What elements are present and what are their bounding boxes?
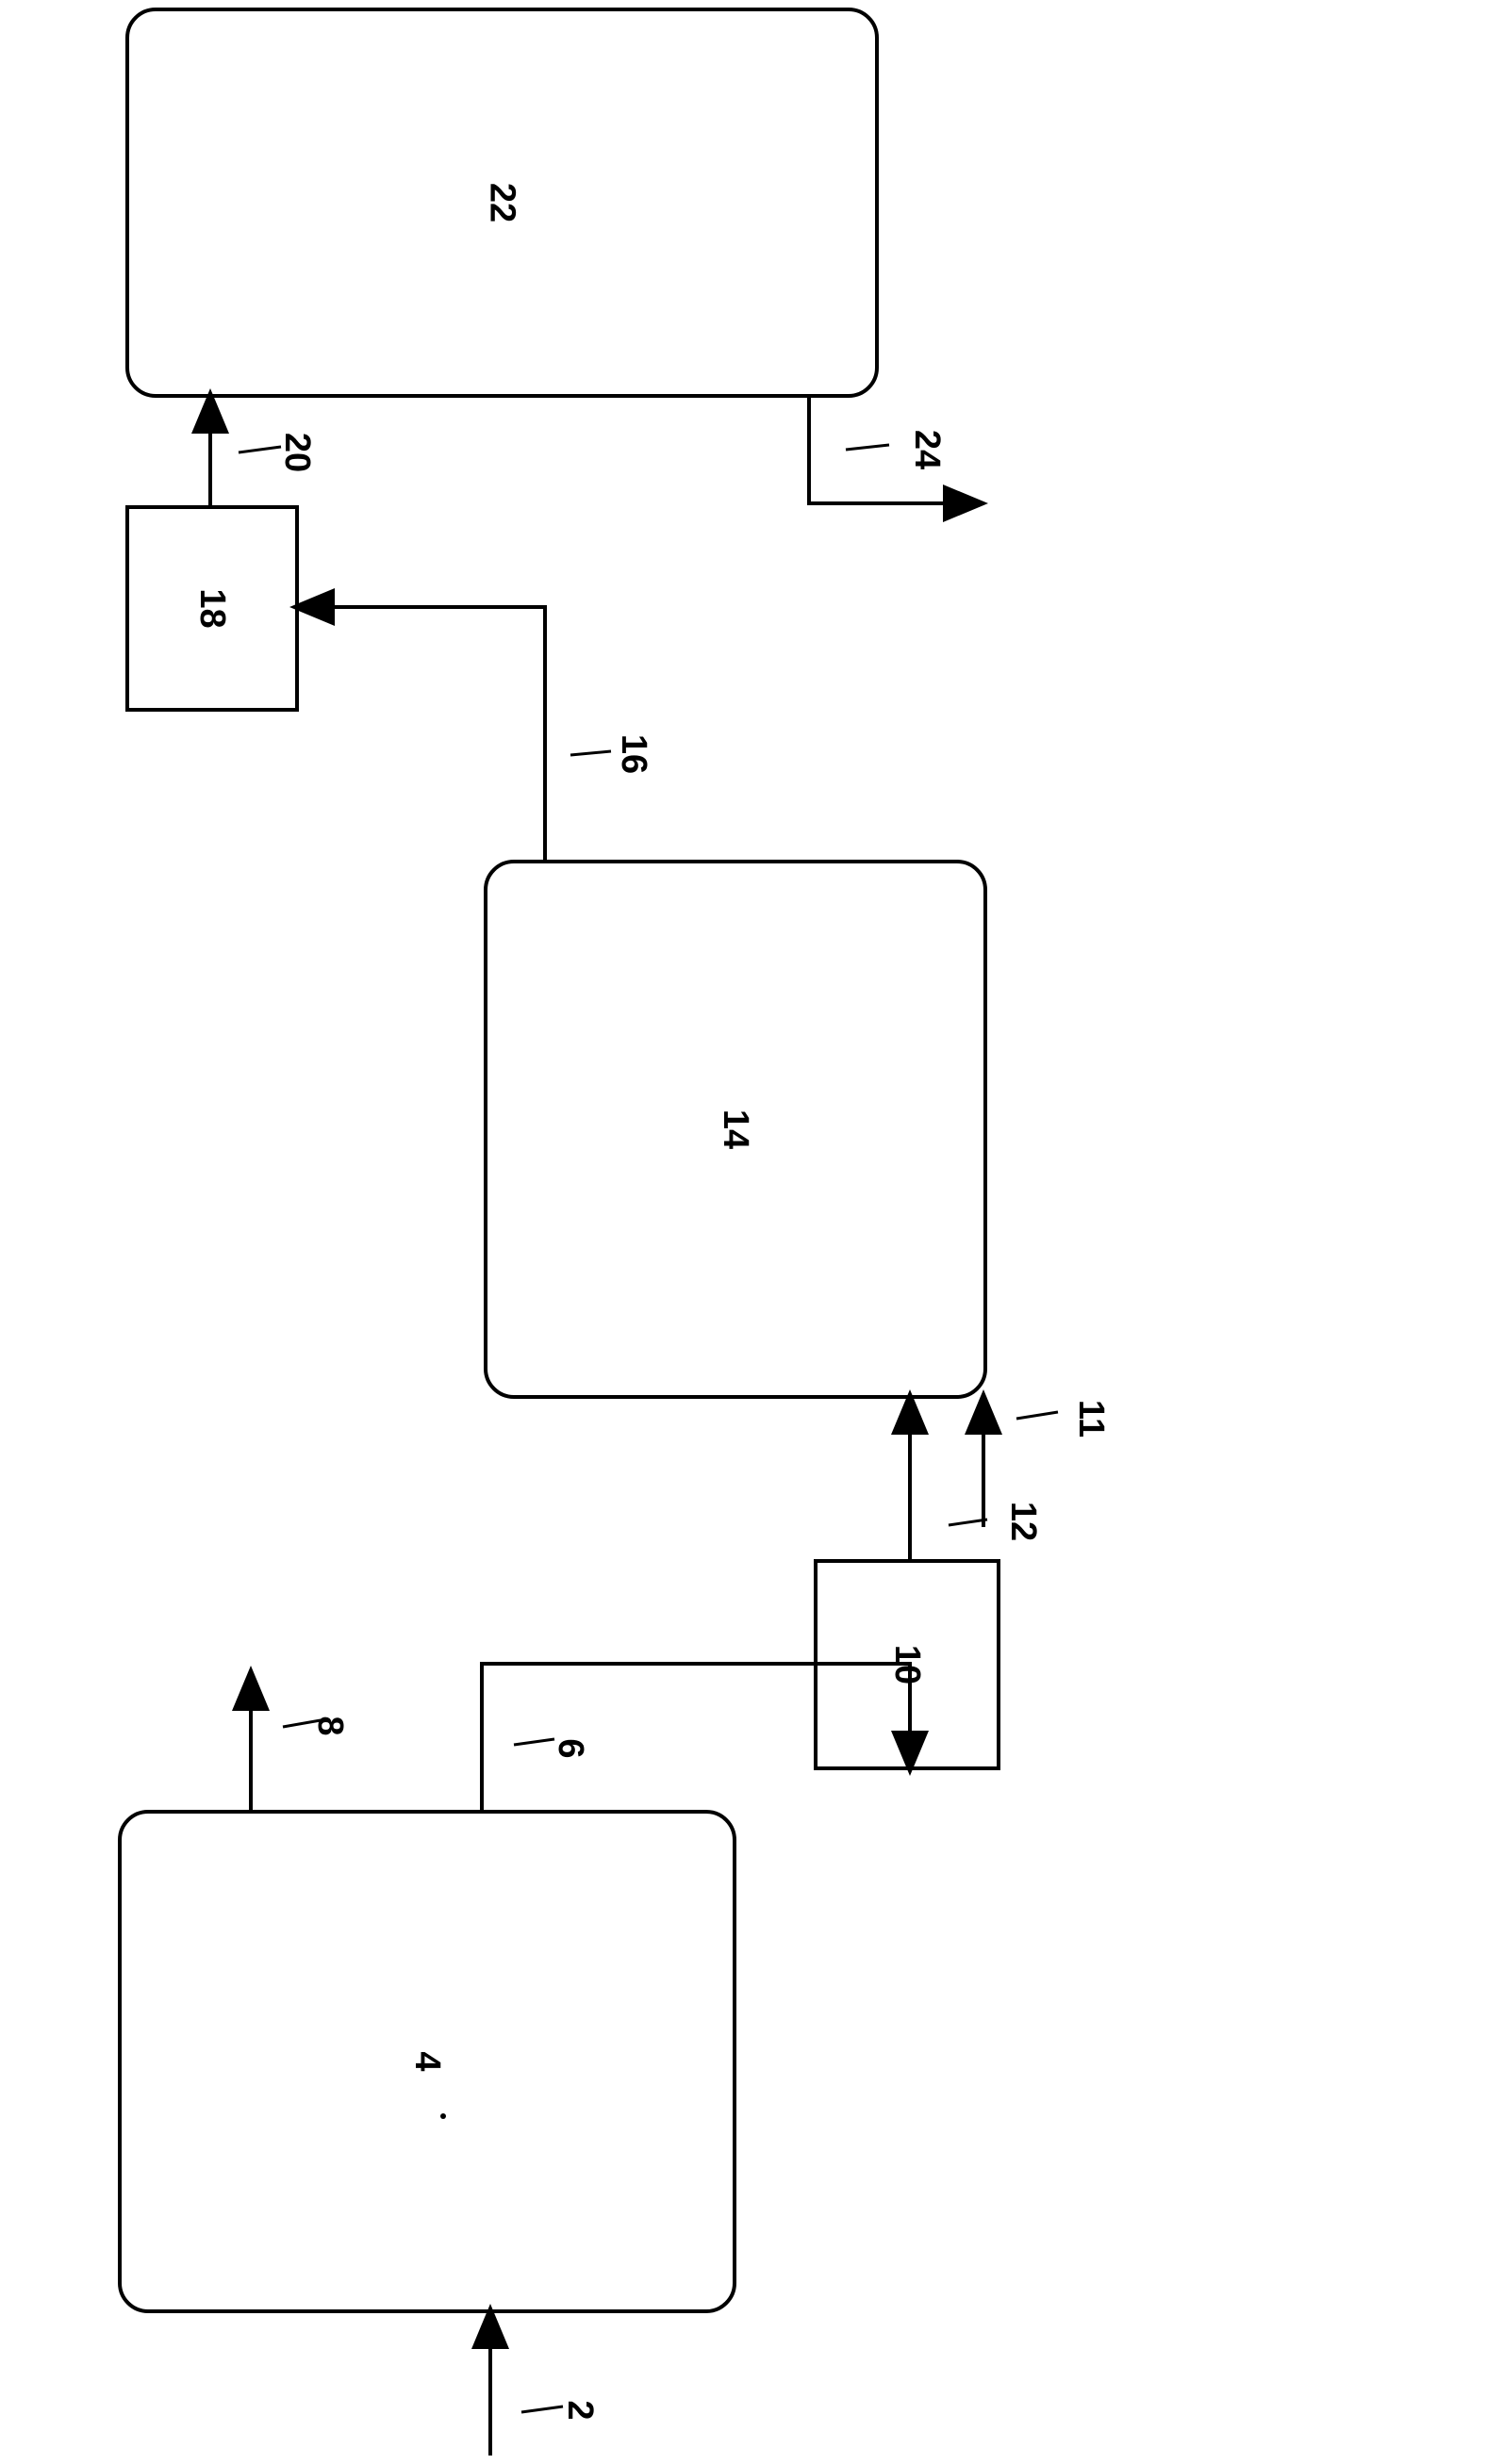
block-label-block14: 14: [716, 1109, 755, 1149]
tick-arrow6: [514, 1739, 554, 1745]
tick-arrow20: [239, 447, 281, 452]
arrow-label-arrow20: 20: [277, 433, 317, 472]
block-label-block22: 22: [483, 183, 522, 222]
tick-arrow11: [1016, 1412, 1058, 1419]
block-label-block4: 4: [407, 2051, 447, 2071]
tick-arrow12: [949, 1519, 987, 1525]
arrow-label-arrow8: 8: [310, 1716, 350, 1735]
arrow-arrow24: [809, 396, 981, 503]
tick-arrow16: [570, 751, 611, 755]
arrow-label-arrow12: 12: [1003, 1502, 1043, 1541]
arrow-label-arrow16: 16: [614, 734, 653, 774]
tick-arrow2: [521, 2407, 563, 2412]
arrow-label-arrow11: 11: [1071, 1400, 1111, 1437]
tick-arrow24: [846, 445, 889, 450]
diagram-canvas: 4101418222861211162024: [0, 0, 1503, 2464]
arrow-label-arrow2: 2: [560, 2400, 600, 2420]
block-label-block18: 18: [192, 588, 232, 628]
decorative-dot: [440, 2113, 446, 2119]
arrow-arrow16: [297, 607, 545, 862]
arrow-label-arrow24: 24: [907, 430, 947, 469]
arrow-label-arrow6: 6: [551, 1738, 590, 1758]
arrow-arrow6: [482, 1664, 910, 1812]
